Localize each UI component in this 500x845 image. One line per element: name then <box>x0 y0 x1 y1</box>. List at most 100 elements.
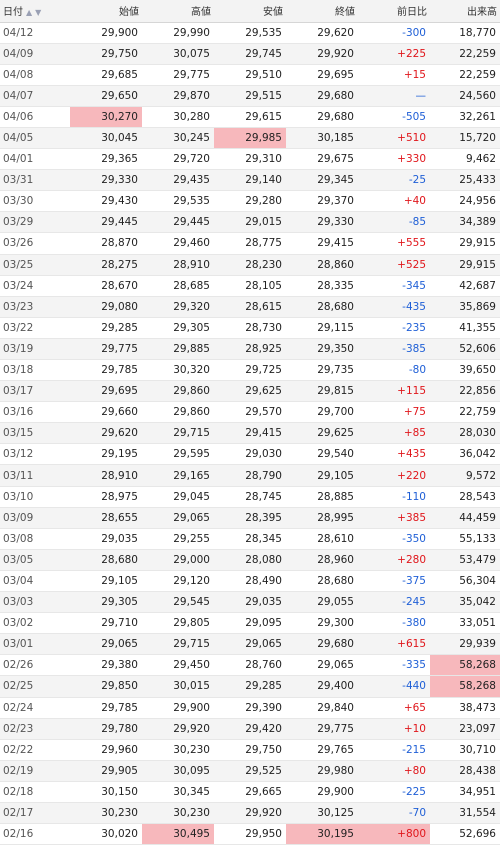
cell-volume: 58,268 <box>430 675 500 698</box>
cell-close: 28,860 <box>286 254 358 276</box>
cell-low: 29,420 <box>214 718 286 740</box>
cell-high: 29,720 <box>142 148 214 171</box>
cell-change: -300 <box>358 22 430 44</box>
cell-high: 29,885 <box>142 338 214 361</box>
cell-low: 29,750 <box>214 739 286 761</box>
cell-close: 29,700 <box>286 401 358 424</box>
cell-change: +225 <box>358 43 430 65</box>
cell-high: 30,280 <box>142 106 214 128</box>
cell-high: 29,445 <box>142 211 214 234</box>
cell-open: 29,105 <box>70 570 142 593</box>
table-row: 03/18 29,785 30,320 29,725 29,735 -80 39,650 <box>0 359 500 382</box>
cell-open: 29,080 <box>70 296 142 318</box>
cell-volume: 29,915 <box>430 254 500 276</box>
cell-open: 29,035 <box>70 528 142 550</box>
cell-open: 30,230 <box>70 802 142 825</box>
cell-volume: 24,956 <box>430 190 500 213</box>
cell-date: 04/06 <box>0 106 70 128</box>
table-row: 02/17 30,230 30,230 29,920 30,125 -70 31,554 <box>0 802 500 825</box>
cell-volume: 52,606 <box>430 338 500 361</box>
cell-low: 29,950 <box>214 823 286 845</box>
cell-close: 28,885 <box>286 486 358 508</box>
cell-date: 03/25 <box>0 254 70 276</box>
cell-change: -70 <box>358 802 430 825</box>
cell-date: 02/17 <box>0 802 70 825</box>
cell-high: 30,230 <box>142 802 214 825</box>
column-header-low[interactable]: 安値 <box>214 0 286 23</box>
cell-close: 29,680 <box>286 106 358 128</box>
cell-low: 29,280 <box>214 190 286 213</box>
table-row: 03/15 29,620 29,715 29,415 29,625 +85 28,030 <box>0 422 500 445</box>
table-row: 02/26 29,380 29,450 28,760 29,065 -335 58,268 <box>0 654 500 677</box>
cell-volume: 22,259 <box>430 43 500 65</box>
cell-low: 28,730 <box>214 317 286 339</box>
column-header-change[interactable]: 前日比 <box>358 0 430 23</box>
cell-high: 29,450 <box>142 654 214 677</box>
column-header-date[interactable]: 日付 ▲ ▼ <box>0 0 70 23</box>
cell-change: -80 <box>358 359 430 382</box>
column-header-close[interactable]: 終値 <box>286 0 358 23</box>
cell-volume: 52,696 <box>430 823 500 845</box>
cell-high: 29,920 <box>142 718 214 740</box>
cell-volume: 15,720 <box>430 127 500 150</box>
cell-date: 03/29 <box>0 211 70 234</box>
cell-date: 03/10 <box>0 486 70 508</box>
cell-date: 03/03 <box>0 591 70 614</box>
cell-date: 03/17 <box>0 380 70 403</box>
cell-open: 29,780 <box>70 718 142 740</box>
cell-low: 28,230 <box>214 254 286 276</box>
cell-high: 30,075 <box>142 43 214 65</box>
cell-date: 04/08 <box>0 64 70 86</box>
cell-change: +220 <box>358 464 430 487</box>
cell-high: 29,255 <box>142 528 214 550</box>
cell-high: 29,860 <box>142 380 214 403</box>
cell-close: 28,680 <box>286 296 358 318</box>
cell-date: 03/23 <box>0 296 70 318</box>
cell-change: -435 <box>358 296 430 318</box>
table-row: 02/23 29,780 29,920 29,420 29,775 +10 23,097 <box>0 718 500 740</box>
cell-close: 29,370 <box>286 190 358 213</box>
cell-open: 28,275 <box>70 254 142 276</box>
cell-open: 29,065 <box>70 633 142 656</box>
cell-high: 29,860 <box>142 401 214 424</box>
cell-volume: 33,051 <box>430 612 500 635</box>
column-header-high[interactable]: 高値 <box>142 0 214 23</box>
cell-close: 29,540 <box>286 443 358 466</box>
cell-low: 29,570 <box>214 401 286 424</box>
cell-low: 28,080 <box>214 549 286 571</box>
cell-high: 29,435 <box>142 169 214 192</box>
table-row: 03/12 29,195 29,595 29,030 29,540 +435 36,042 <box>0 443 500 466</box>
cell-open: 28,870 <box>70 232 142 255</box>
cell-change: -505 <box>358 106 430 128</box>
cell-low: 29,515 <box>214 85 286 107</box>
cell-change: +75 <box>358 401 430 424</box>
cell-open: 29,380 <box>70 654 142 677</box>
cell-volume: 18,770 <box>430 22 500 44</box>
cell-volume: 32,261 <box>430 106 500 128</box>
cell-high: 29,165 <box>142 464 214 487</box>
cell-low: 28,760 <box>214 654 286 677</box>
table-row: 03/30 29,430 29,535 29,280 29,370 +40 24,956 <box>0 190 500 213</box>
cell-low: 29,390 <box>214 697 286 719</box>
cell-close: 29,920 <box>286 43 358 65</box>
cell-open: 29,285 <box>70 317 142 339</box>
cell-close: 29,680 <box>286 633 358 656</box>
cell-change: -245 <box>358 591 430 614</box>
cell-volume: 22,259 <box>430 64 500 86</box>
cell-volume: 29,939 <box>430 633 500 656</box>
cell-low: 29,140 <box>214 169 286 192</box>
cell-date: 03/12 <box>0 443 70 466</box>
cell-change: -235 <box>358 317 430 339</box>
cell-change: +10 <box>358 718 430 740</box>
table-row: 04/01 29,365 29,720 29,310 29,675 +330 9,462 <box>0 148 500 171</box>
cell-change: +330 <box>358 148 430 171</box>
sort-desc-icon[interactable]: ▼ <box>35 8 42 18</box>
sort-asc-icon[interactable]: ▲ <box>26 8 33 18</box>
column-header-volume[interactable]: 出来高 <box>430 0 500 23</box>
cell-date: 03/09 <box>0 507 70 529</box>
cell-date: 04/07 <box>0 85 70 107</box>
cell-high: 29,870 <box>142 85 214 107</box>
cell-volume: 25,433 <box>430 169 500 192</box>
column-header-open[interactable]: 始値 <box>70 0 142 23</box>
cell-open: 29,430 <box>70 190 142 213</box>
